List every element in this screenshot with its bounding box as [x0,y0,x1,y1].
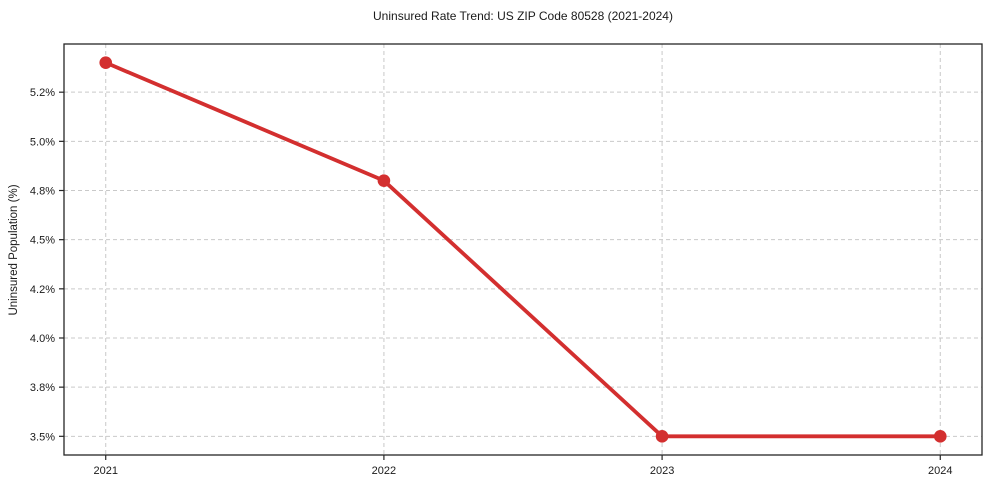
y-tick-label: 4.0% [30,333,55,345]
y-tick-label: 4.2% [30,284,55,296]
data-point [933,430,947,443]
data-point [377,174,391,187]
x-tick-label: 2021 [93,465,117,477]
trend-line [103,60,943,439]
y-tick-label: 4.8% [30,186,55,198]
x-tick-label: 2024 [928,465,952,477]
data-point [99,56,113,69]
data-point [655,430,669,443]
y-tick-label: 4.5% [30,235,55,247]
x-tick-label: 2022 [372,465,396,477]
y-tick-label: 5.2% [30,87,55,99]
y-tick-label: 5.0% [30,136,55,148]
plot-border [63,43,983,456]
x-tick-label: 2023 [650,465,674,477]
y-tick-label: 3.5% [30,431,55,443]
y-tick-label: 3.8% [30,382,55,394]
chart-title: Uninsured Rate Trend: US ZIP Code 80528 … [373,9,673,23]
